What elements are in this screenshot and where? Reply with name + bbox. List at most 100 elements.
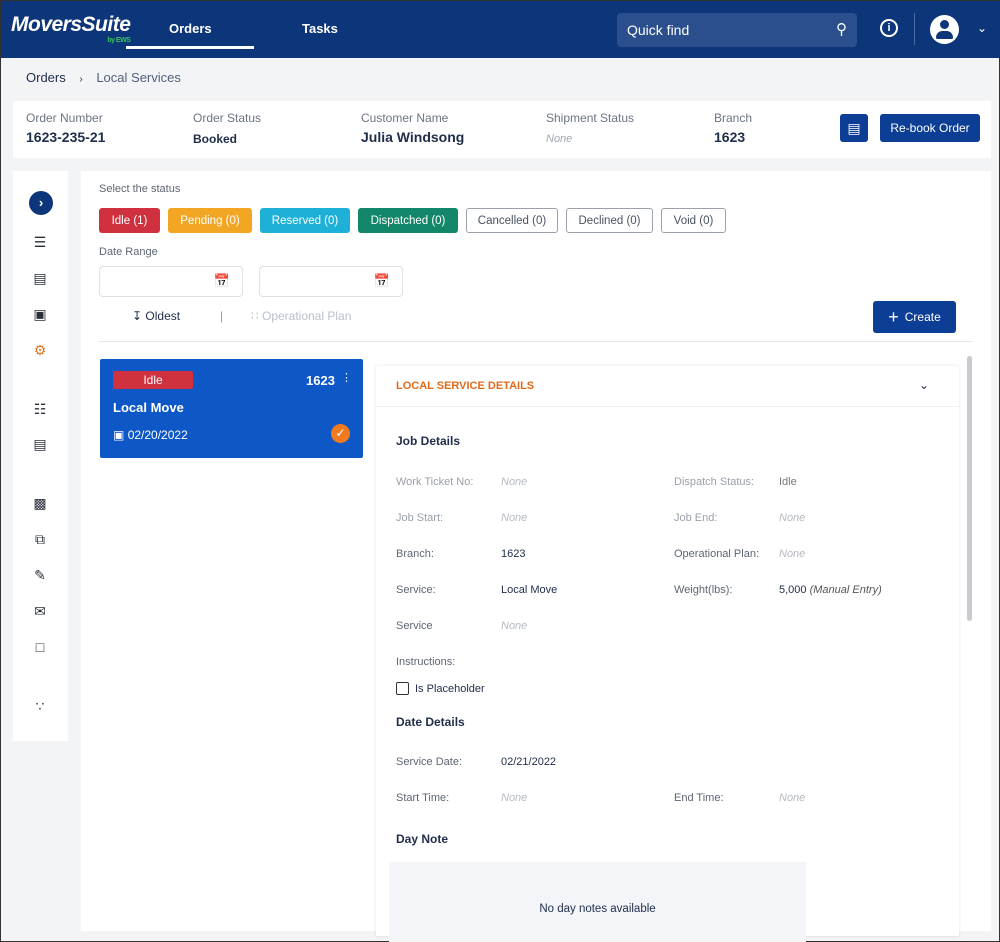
active-tab-indicator <box>126 46 254 49</box>
chevron-down-icon[interactable]: ⌄ <box>919 378 930 392</box>
gears-icon[interactable]: ⚙ <box>33 342 47 358</box>
day-note-box: No day notes available <box>389 862 806 942</box>
tab-tasks[interactable]: Tasks <box>302 21 338 36</box>
section-title: LOCAL SERVICE DETAILS <box>396 380 535 392</box>
kebab-menu-icon[interactable]: ⋮ <box>341 372 352 384</box>
status-label: Select the status <box>99 183 181 195</box>
date-from-input[interactable]: 📅 <box>99 266 243 297</box>
calendar-icon[interactable]: 📅 <box>373 273 390 288</box>
expand-icon[interactable]: › <box>29 191 53 215</box>
job-end-value: None <box>779 512 806 524</box>
order-number: Order Number 1623-235-21 <box>26 111 106 145</box>
quick-find-input[interactable]: Quick find ⚲ <box>617 13 857 47</box>
plus-icon: + <box>888 306 899 327</box>
info-icon[interactable]: i <box>880 19 898 37</box>
card-branch: 1623 <box>306 373 335 388</box>
mail-icon[interactable]: ✉ <box>34 603 46 619</box>
placeholder-checkbox[interactable] <box>396 682 409 695</box>
logo[interactable]: MoversSuite by EWS <box>11 13 131 44</box>
weight-value: 5,000 (Manual Entry) <box>779 584 882 596</box>
status-idle[interactable]: Idle (1) <box>99 208 160 233</box>
monitor-icon[interactable]: ▩ <box>33 495 47 511</box>
branch: Branch 1623 <box>714 111 753 145</box>
order-summary: Order Number 1623-235-21 Order Status Book… <box>13 101 991 158</box>
check-icon: ✓ <box>331 424 350 443</box>
search-icon[interactable]: ⚲ <box>836 21 847 38</box>
divider <box>914 13 915 45</box>
newspaper-icon[interactable]: ▤ <box>33 436 47 452</box>
shipment-status: Shipment Status None <box>546 111 635 145</box>
day-note-empty: No day notes available <box>539 903 656 915</box>
date-to-input[interactable]: 📅 <box>259 266 403 297</box>
weight-label: Weight(lbs): <box>674 584 733 596</box>
list-settings-icon[interactable]: ☰ <box>33 234 47 250</box>
job-start-value: None <box>501 512 528 524</box>
job-start-label: Job Start: <box>396 512 444 524</box>
calendar-icon[interactable]: 📅 <box>213 273 230 288</box>
network-icon[interactable]: ∵ <box>35 698 45 714</box>
list-icon[interactable]: ☷ <box>33 401 47 417</box>
sort-oldest-button[interactable]: ↧ Oldest <box>132 309 181 323</box>
notes-button[interactable]: ▤ <box>840 114 868 142</box>
dispatch-status-value: Idle <box>779 476 797 488</box>
dispatch-status-label: Dispatch Status: <box>674 476 755 488</box>
day-note-heading: Day Note <box>396 832 449 846</box>
divider <box>376 406 959 407</box>
status-pending[interactable]: Pending (0) <box>168 208 252 233</box>
card-status-badge: Idle <box>113 371 193 389</box>
service-2-value: None <box>501 620 528 632</box>
start-time-value: None <box>501 792 528 804</box>
grid-icon: ∷ <box>251 309 259 323</box>
local-service-details: LOCAL SERVICE DETAILS ⌄ Job Details Work… <box>376 366 959 942</box>
job-details-heading: Job Details <box>396 434 461 448</box>
card-title: Local Move <box>113 400 184 415</box>
files-icon[interactable]: ⧉ <box>35 531 45 547</box>
date-range-label: Date Range <box>99 246 158 258</box>
scrollbar[interactable] <box>967 356 972 621</box>
rebook-order-button[interactable]: Re-book Order <box>880 114 980 142</box>
job-end-label: Job End: <box>674 512 718 524</box>
instructions-label: Instructions: <box>396 656 456 668</box>
operational-plan-button[interactable]: ∷ Operational Plan <box>251 309 352 323</box>
clipboard-edit-icon[interactable]: ✎ <box>34 567 46 583</box>
service-value: Local Move <box>501 584 558 596</box>
service-2-label: Service <box>396 620 433 632</box>
breadcrumb-local-services: Local Services <box>96 70 181 85</box>
chevron-down-icon[interactable]: ⌄ <box>977 21 988 35</box>
work-ticket-label: Work Ticket No: <box>396 476 474 488</box>
operational-plan-value: None <box>779 548 806 560</box>
work-ticket-value: None <box>501 476 528 488</box>
status-declined[interactable]: Declined (0) <box>566 208 653 233</box>
operational-plan-label: Operational Plan: <box>674 548 759 560</box>
order-status: Order Status Booked <box>193 111 262 146</box>
logo-sub: by EWS <box>107 37 131 44</box>
quick-find-placeholder: Quick find <box>627 22 690 38</box>
user-avatar-icon[interactable] <box>930 15 959 44</box>
separator: | <box>220 309 224 323</box>
date-details-heading: Date Details <box>396 715 465 729</box>
placeholder-label: Is Placeholder <box>415 683 485 695</box>
end-time-value: None <box>779 792 806 804</box>
note-icon: ▤ <box>847 119 861 136</box>
start-time-label: Start Time: <box>396 792 450 804</box>
document-icon[interactable]: ▤ <box>33 270 47 286</box>
create-button[interactable]: + Create <box>873 301 956 333</box>
customer-name: Customer Name Julia Windsong <box>361 111 465 145</box>
tab-orders[interactable]: Orders <box>169 21 212 36</box>
calendar-icon: ▣ <box>113 428 125 442</box>
status-cancelled[interactable]: Cancelled (0) <box>466 208 558 233</box>
card-date: ▣ 02/20/2022 <box>113 428 188 442</box>
top-nav: MoversSuite by EWS Orders Tasks Quick fin… <box>1 1 1000 58</box>
end-time-label: End Time: <box>674 792 724 804</box>
status-dispatched[interactable]: Dispatched (0) <box>358 208 458 233</box>
logo-text: MoversSuite <box>11 13 131 36</box>
status-reserved[interactable]: Reserved (0) <box>260 208 350 233</box>
breadcrumb-orders[interactable]: Orders <box>26 70 66 85</box>
service-label: Service: <box>396 584 436 596</box>
service-date-label: Service Date: <box>396 756 463 768</box>
service-card[interactable]: Idle 1623 ⋮ Local Move ▣ 02/20/2022 ✓ <box>100 359 363 458</box>
status-void[interactable]: Void (0) <box>661 208 726 233</box>
service-date-value: 02/21/2022 <box>501 756 557 768</box>
contact-card-icon[interactable]: ▣ <box>33 306 47 322</box>
chat-icon[interactable]: □ <box>35 639 45 655</box>
